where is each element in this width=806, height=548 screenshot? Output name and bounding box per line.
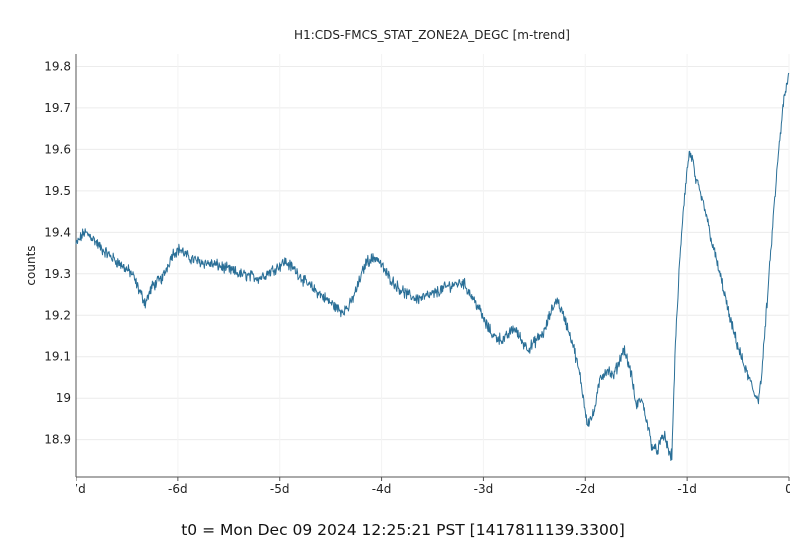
y-axis-ticks: 18.9 19 19.1 19.2 19.3 19.4 19.5 19.6 19.7 19.8 bbox=[44, 59, 71, 446]
x-tick-label: -7d bbox=[66, 482, 86, 496]
y-tick-label: 19.8 bbox=[44, 59, 71, 73]
axes bbox=[75, 54, 789, 478]
x-tick-label: -2d bbox=[575, 482, 595, 496]
y-tick-label: 19.1 bbox=[44, 350, 71, 364]
y-tick-label: 19.7 bbox=[44, 101, 71, 115]
y-axis-label: counts bbox=[24, 245, 38, 285]
x-tick-label: -1d bbox=[677, 482, 697, 496]
x-tick-label: -6d bbox=[168, 482, 188, 496]
series-line bbox=[75, 72, 790, 461]
y-tick-label: 19.2 bbox=[44, 308, 71, 322]
chart-title: H1:CDS-FMCS_STAT_ZONE2A_DEGC [m-trend] bbox=[294, 28, 570, 42]
x-tick-label: 0 bbox=[785, 482, 793, 496]
grid bbox=[76, 54, 790, 477]
y-tick-label: 19.6 bbox=[44, 142, 71, 156]
time-origin-footer: t0 = Mon Dec 09 2024 12:25:21 PST [14178… bbox=[181, 521, 625, 539]
x-tick-label: -3d bbox=[474, 482, 494, 496]
x-tick-label: -5d bbox=[270, 482, 290, 496]
x-tick-label: -4d bbox=[372, 482, 392, 496]
y-tick-label: 19 bbox=[56, 391, 71, 405]
y-tick-label: 19.4 bbox=[44, 225, 71, 239]
y-tick-label: 19.3 bbox=[44, 267, 71, 281]
y-tick-label: 18.9 bbox=[44, 433, 71, 447]
series-layer bbox=[75, 72, 790, 461]
x-axis-ticks: -7d -6d -5d -4d -3d -2d -1d 0 bbox=[66, 477, 793, 496]
y-tick-label: 19.5 bbox=[44, 184, 71, 198]
